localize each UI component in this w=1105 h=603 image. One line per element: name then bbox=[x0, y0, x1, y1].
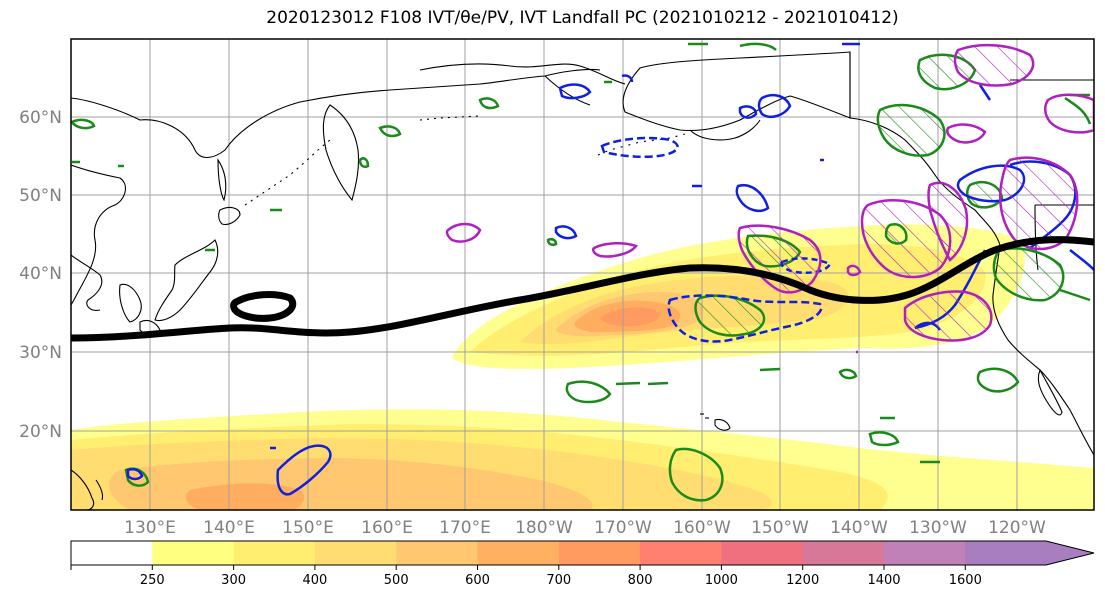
colorbar-tick-label: 300 bbox=[221, 573, 246, 588]
colorbar-ticks: 250 300 400 500 600 700 800 1000 1200 1400 1600 bbox=[70, 565, 982, 588]
colorbar-segment bbox=[721, 541, 804, 565]
latitude-labels: 60°N 50°N 40°N 30°N 20°N bbox=[19, 108, 62, 442]
colorbar-outline bbox=[70, 540, 1095, 566]
coastlines bbox=[71, 51, 1094, 510]
lat-label: 30°N bbox=[19, 343, 62, 363]
lon-label: 150°E bbox=[282, 518, 334, 538]
lon-label: 150°W bbox=[751, 518, 809, 538]
colorbar-segment bbox=[965, 541, 1094, 565]
colorbar-tick-label: 400 bbox=[302, 573, 327, 588]
colorbar-segment bbox=[233, 541, 316, 565]
colorbar-tick-label: 1400 bbox=[867, 573, 900, 588]
colorbar-tick-label: 1000 bbox=[705, 573, 738, 588]
map-title: 2020123012 F108 IVT/θe/PV, IVT Landfall … bbox=[266, 8, 899, 28]
colorbar-tick-label: 800 bbox=[628, 573, 653, 588]
map-frame bbox=[70, 38, 1095, 511]
colorbar-segment bbox=[396, 541, 478, 565]
landfall-pc-closed-contour bbox=[230, 291, 297, 322]
colorbar-tick-label: 700 bbox=[546, 573, 571, 588]
landfall-pc-line bbox=[71, 236, 1094, 342]
colorbar-segment bbox=[640, 541, 722, 565]
lon-label: 140°W bbox=[830, 518, 888, 538]
lon-label: 160°E bbox=[361, 518, 413, 538]
lon-label: 160°W bbox=[673, 518, 731, 538]
lon-label: 130°E bbox=[124, 518, 176, 538]
colorbar-tick-label: 1600 bbox=[949, 573, 982, 588]
colorbar-segment bbox=[558, 541, 641, 565]
lon-label: 140°E bbox=[203, 518, 255, 538]
colorbar-tick-label: 500 bbox=[384, 573, 409, 588]
colorbar-segment bbox=[71, 541, 153, 565]
colorbar-segment bbox=[802, 541, 885, 565]
colorbar-tick-label: 1200 bbox=[786, 573, 819, 588]
colorbar-segment bbox=[314, 541, 397, 565]
lon-label: 130°W bbox=[909, 518, 967, 538]
lon-label: 170°E bbox=[439, 518, 491, 538]
colorbar-segment bbox=[884, 541, 966, 565]
map-area bbox=[71, 39, 1094, 510]
colorbar-segment bbox=[152, 541, 235, 565]
colorbar-tick-label: 250 bbox=[140, 573, 165, 588]
lat-label: 40°N bbox=[19, 264, 62, 284]
magenta-contours bbox=[445, 43, 1094, 354]
colorbar-segment bbox=[477, 541, 560, 565]
colorbar: 250 300 400 500 600 700 800 1000 1200 1400 1600 bbox=[70, 540, 1095, 588]
colorbar-segments bbox=[71, 541, 1094, 565]
lon-label: 170°W bbox=[594, 518, 652, 538]
ivt-shading-tropical bbox=[71, 409, 1094, 510]
lat-label: 50°N bbox=[19, 186, 62, 206]
lon-label: 180°W bbox=[515, 518, 573, 538]
lat-label: 20°N bbox=[19, 422, 62, 442]
lat-label: 60°N bbox=[19, 108, 62, 128]
lon-label: 120°W bbox=[988, 518, 1046, 538]
longitude-labels: 130°E 140°E 150°E 160°E 170°E 180°W 170°… bbox=[124, 518, 1046, 538]
colorbar-tick-label: 600 bbox=[465, 573, 490, 588]
